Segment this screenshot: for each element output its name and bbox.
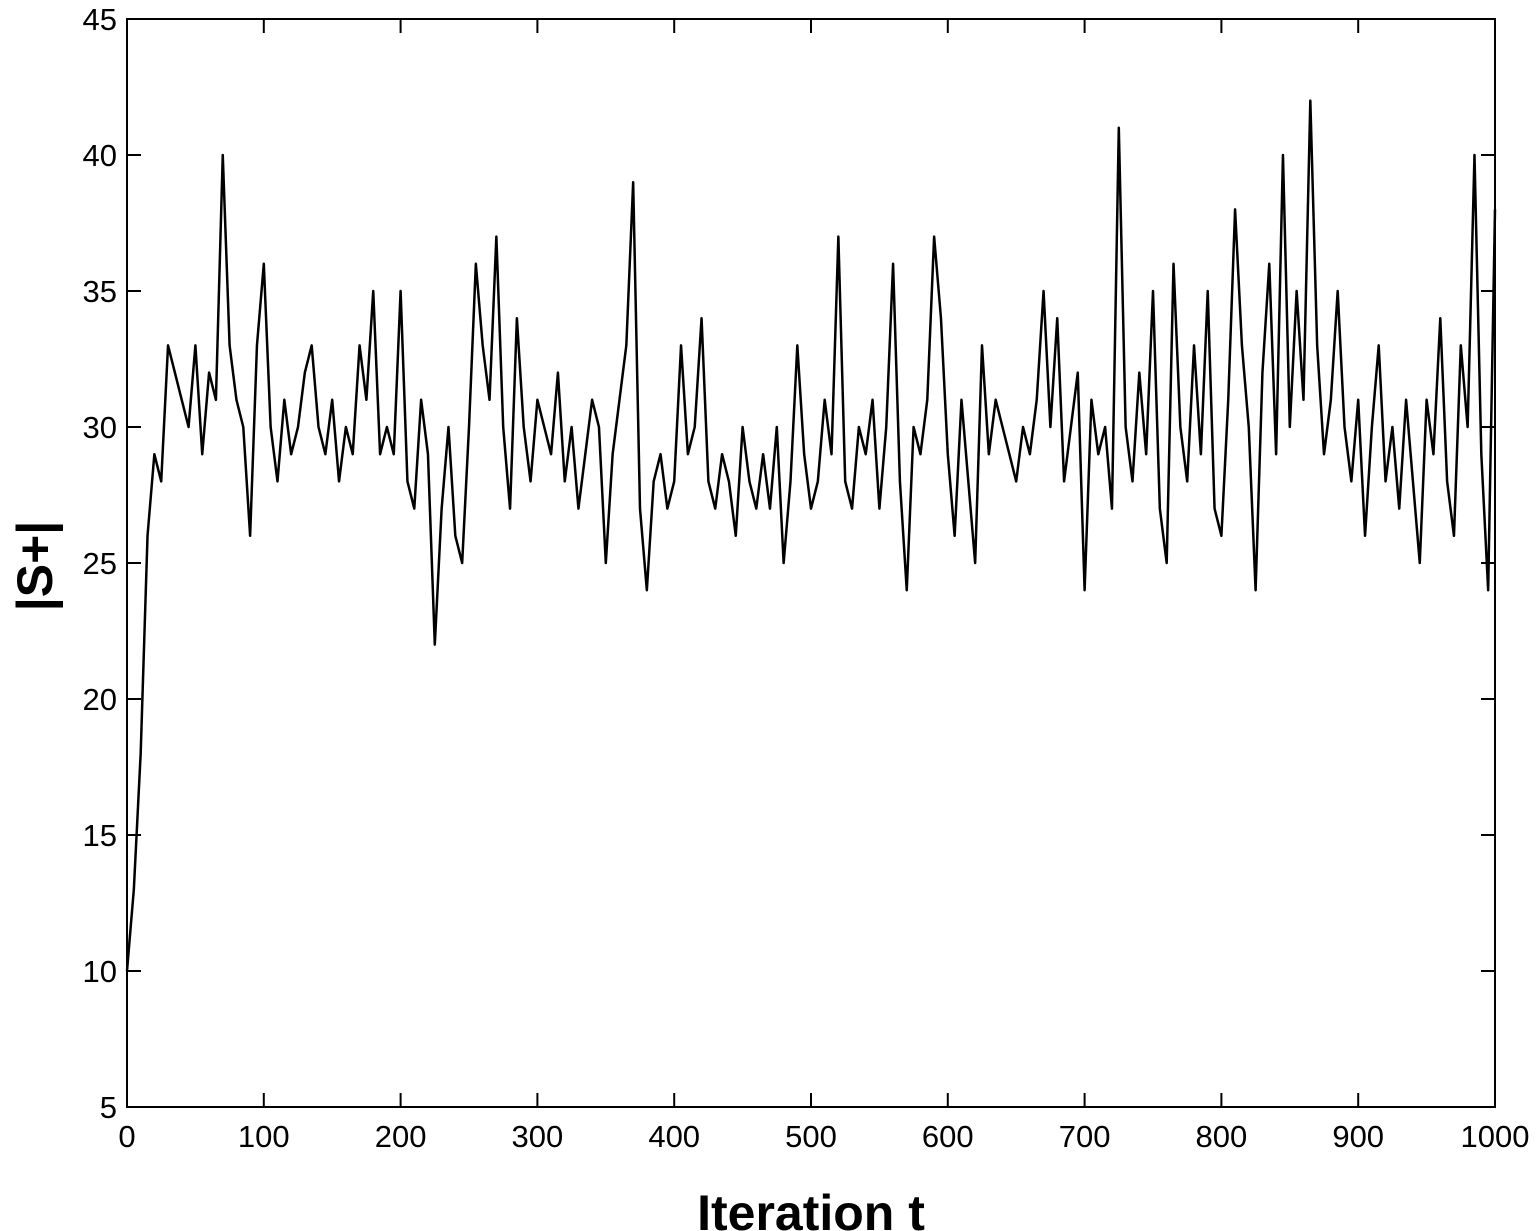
x-tick-label: 500	[785, 1119, 837, 1154]
x-tick-label: 900	[1332, 1119, 1384, 1154]
y-tick-label: 30	[83, 410, 117, 445]
x-tick-label: 800	[1196, 1119, 1248, 1154]
y-tick-label: 20	[83, 682, 117, 717]
x-axis-label: Iteration t	[697, 1185, 925, 1231]
y-axis-label: |S+|	[7, 521, 64, 612]
y-tick-label: 40	[83, 138, 117, 173]
x-tick-label: 600	[922, 1119, 974, 1154]
y-tick-label: 5	[100, 1090, 117, 1125]
x-tick-label: 0	[118, 1119, 135, 1154]
y-tick-label: 10	[83, 954, 117, 989]
x-tick-label: 300	[512, 1119, 564, 1154]
y-tick-label: 15	[83, 818, 117, 853]
y-tick-label: 35	[83, 274, 117, 309]
data-line	[125, 99, 1497, 972]
x-tick-label: 1000	[1461, 1119, 1530, 1154]
x-tick-label: 200	[375, 1119, 427, 1154]
x-tick-label: 100	[238, 1119, 290, 1154]
x-tick-label: 400	[648, 1119, 700, 1154]
y-tick-label: 45	[83, 2, 117, 37]
plot-frame	[126, 18, 1496, 1108]
y-tick-label: 25	[83, 546, 117, 581]
x-tick-label: 700	[1059, 1119, 1111, 1154]
